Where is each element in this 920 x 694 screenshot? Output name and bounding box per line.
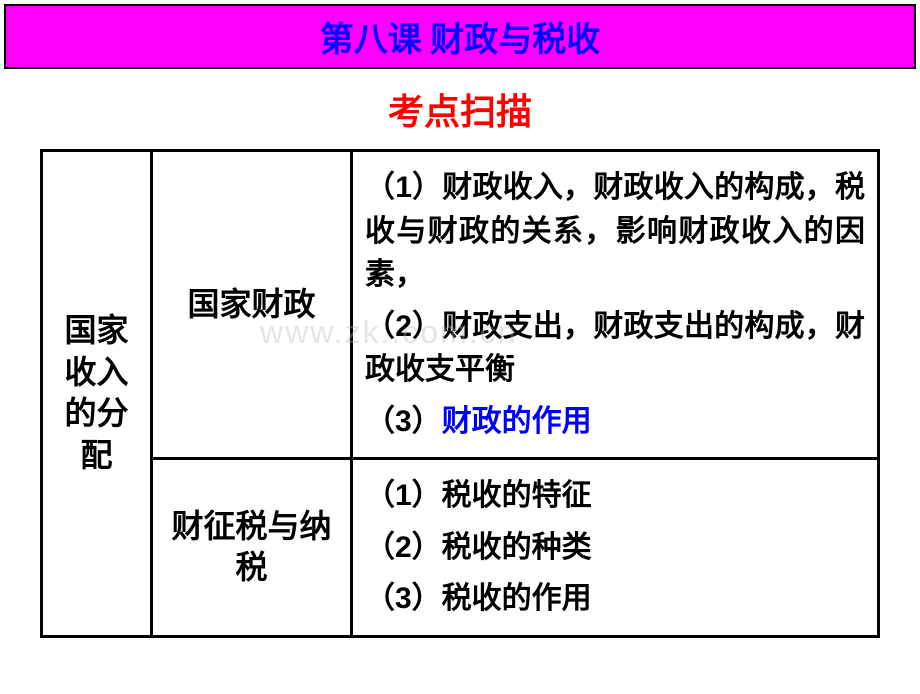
lesson-title: 第八课 财政与税收 (320, 22, 601, 59)
topic-label-1: 国家财政 (187, 286, 315, 322)
detail-line: （2）税收的种类 (365, 522, 865, 574)
detail-line: （3）财政的作用 (365, 396, 865, 448)
detail-cell-1: （1）财政收入，财政收入的构成，税收与财政的关系，影响财政收入的因素， （2）财… (352, 151, 879, 459)
category-cell: 国家收入的分配 (42, 151, 152, 637)
detail-cell-2: （1）税收的特征 （2）税收的种类 （3）税收的作用 (352, 459, 879, 637)
topic-label-2: 财征税与纳税 (171, 508, 331, 586)
detail-line: （1）财政收入，财政收入的构成，税收与财政的关系，影响财政收入的因素， (365, 162, 865, 301)
topic-cell-1: 国家财政 (152, 151, 352, 459)
detail-line: （1）税收的特征 (365, 470, 865, 522)
lesson-title-bar: 第八课 财政与税收 (4, 4, 916, 69)
content-table-wrap: 国家收入的分配 国家财政 （1）财政收入，财政收入的构成，税收与财政的关系，影响… (0, 149, 920, 638)
subtitle: 考点扫描 (0, 73, 920, 149)
highlight-text: 财政的作用 (442, 405, 592, 438)
topic-cell-2: 财征税与纳税 (152, 459, 352, 637)
content-table: 国家收入的分配 国家财政 （1）财政收入，财政收入的构成，税收与财政的关系，影响… (40, 149, 880, 638)
detail-line: （2）财政支出，财政支出的构成，财政收支平衡 (365, 301, 865, 396)
detail-line: （3）税收的作用 (365, 573, 865, 625)
category-label: 国家收入的分配 (64, 312, 128, 473)
